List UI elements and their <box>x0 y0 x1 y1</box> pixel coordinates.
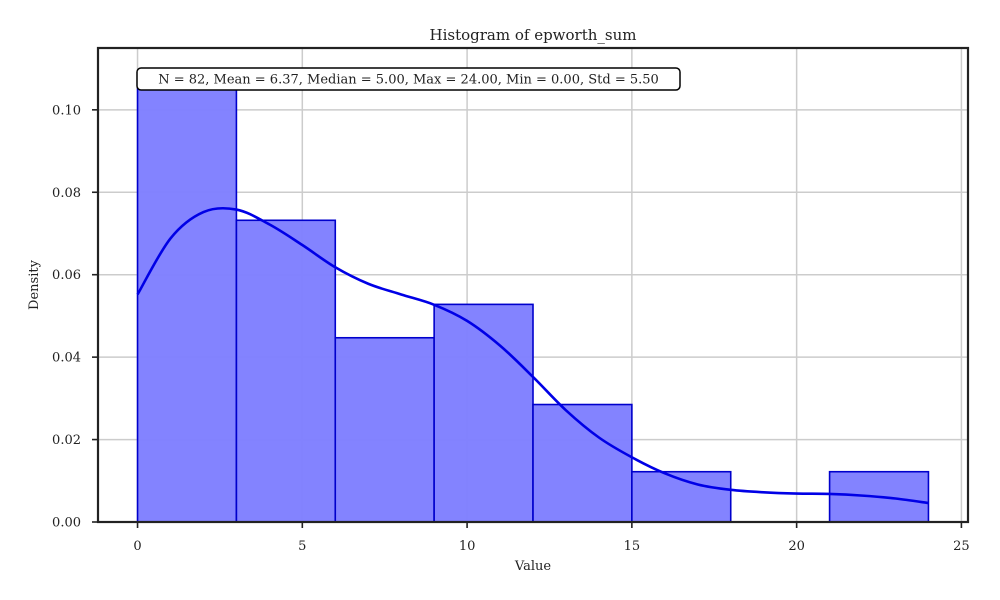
x-tick-label: 0 <box>133 539 141 554</box>
x-axis-ticks: 0 5 10 15 20 25 <box>133 522 970 554</box>
x-tick-label: 20 <box>788 539 805 554</box>
y-tick-label: 0.00 <box>52 516 81 531</box>
x-axis-label: Value <box>514 559 551 574</box>
y-axis-label: Density <box>27 259 42 310</box>
x-tick-label: 25 <box>953 539 970 554</box>
x-tick-label: 15 <box>624 539 641 554</box>
kde-curve <box>136 206 929 505</box>
stats-box: N = 82, Mean = 6.37, Median = 5.00, Max … <box>136 67 681 91</box>
histogram-bar <box>334 336 435 523</box>
histogram-bars <box>136 85 930 523</box>
y-axis-ticks: 0.00 0.02 0.04 0.06 0.08 0.10 <box>52 103 98 531</box>
histogram-bar <box>136 85 238 523</box>
chart-title: Histogram of epworth_sum <box>430 26 637 44</box>
axes-frame <box>96 46 970 524</box>
x-tick-label: 5 <box>298 539 306 554</box>
stats-text: N = 82, Mean = 6.37, Median = 5.00, Max … <box>158 73 659 88</box>
y-tick-label: 0.10 <box>52 103 81 118</box>
histogram-bar <box>433 303 534 523</box>
y-tick-label: 0.02 <box>52 433 81 448</box>
histogram-bar <box>235 219 337 523</box>
y-tick-label: 0.08 <box>52 186 81 201</box>
x-tick-label: 10 <box>459 539 476 554</box>
y-tick-label: 0.04 <box>52 351 81 366</box>
histogram-bar <box>532 403 633 523</box>
y-tick-label: 0.06 <box>52 268 81 283</box>
